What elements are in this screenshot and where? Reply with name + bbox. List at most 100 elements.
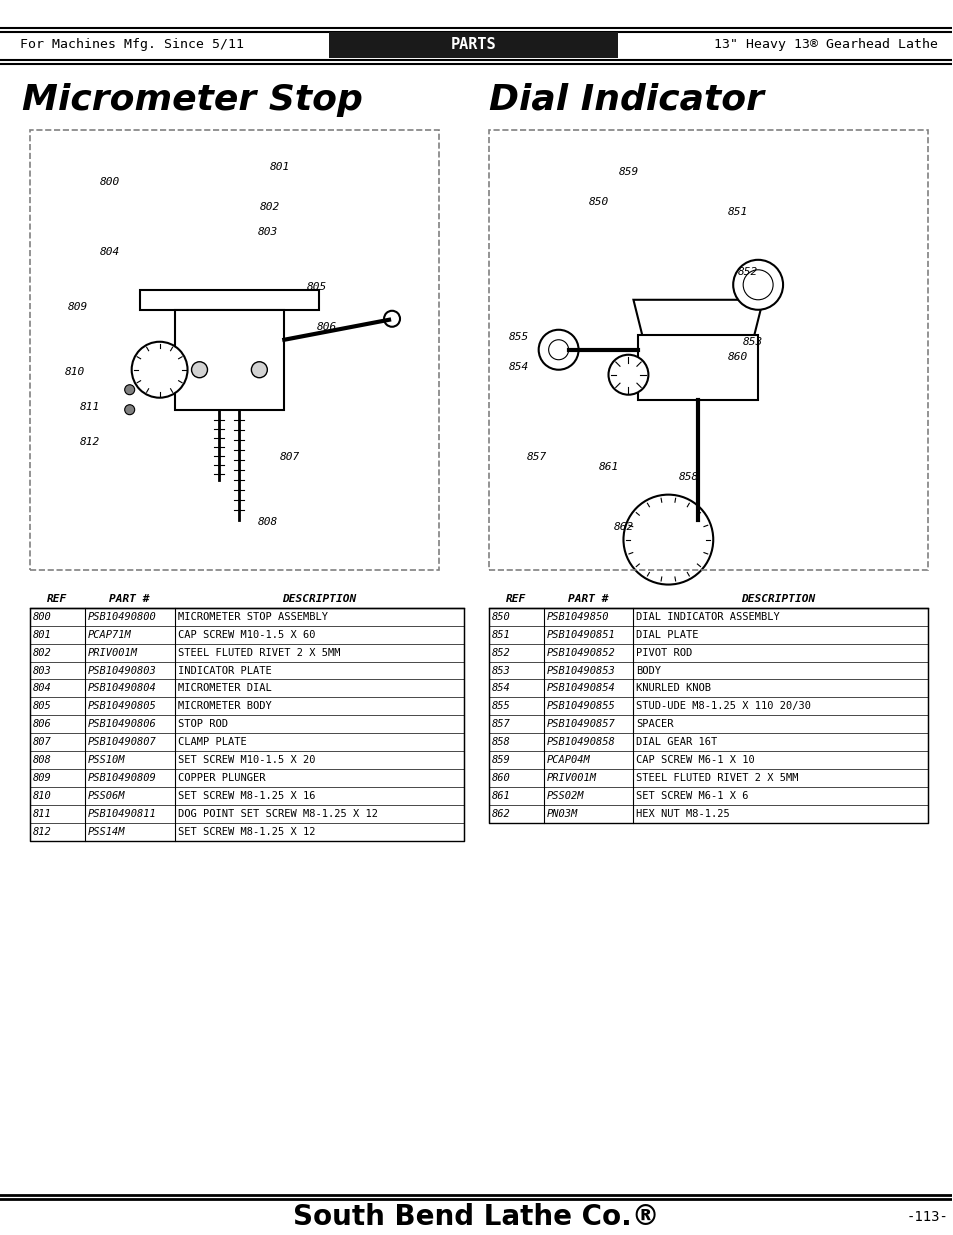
Circle shape [192, 362, 207, 378]
Text: 859: 859 [492, 756, 510, 766]
Circle shape [623, 495, 713, 584]
Text: PSS02M: PSS02M [546, 792, 583, 802]
Text: PSB10490811: PSB10490811 [88, 809, 156, 819]
Text: 853: 853 [492, 666, 510, 676]
Text: 852: 852 [492, 647, 510, 657]
Text: -113-: -113- [906, 1210, 947, 1224]
Polygon shape [139, 290, 319, 310]
Text: 812: 812 [80, 437, 100, 447]
Text: CAP SCREW M10-1.5 X 60: CAP SCREW M10-1.5 X 60 [177, 630, 314, 640]
Circle shape [538, 330, 578, 369]
Bar [329, 32, 618, 58]
Text: 858: 858 [492, 737, 510, 747]
Text: 805: 805 [307, 282, 327, 291]
Text: 803: 803 [33, 666, 51, 676]
Circle shape [132, 342, 188, 398]
Text: 13" Heavy 13® Gearhead Lathe: 13" Heavy 13® Gearhead Lathe [713, 38, 937, 52]
Text: For Machines Mfg. Since 5/11: For Machines Mfg. Since 5/11 [20, 38, 244, 52]
Text: STUD-UDE M8-1.25 X 110 20/30: STUD-UDE M8-1.25 X 110 20/30 [636, 701, 811, 711]
Text: DIAL PLATE: DIAL PLATE [636, 630, 699, 640]
Text: 862: 862 [492, 809, 510, 819]
Polygon shape [633, 300, 762, 340]
Text: 802: 802 [33, 647, 51, 657]
Circle shape [125, 385, 134, 395]
Text: 854: 854 [492, 683, 510, 694]
Text: 800: 800 [100, 177, 120, 186]
Text: 806: 806 [33, 720, 51, 730]
Text: PSB10490857: PSB10490857 [546, 720, 615, 730]
Text: PSB10490858: PSB10490858 [546, 737, 615, 747]
Text: PSB10490807: PSB10490807 [88, 737, 156, 747]
Text: 852: 852 [738, 267, 758, 277]
Text: PSS06M: PSS06M [88, 792, 125, 802]
Text: 810: 810 [65, 367, 85, 377]
Text: 802: 802 [259, 201, 279, 212]
Text: 801: 801 [269, 162, 290, 172]
Circle shape [608, 354, 648, 395]
Text: PRIV001M: PRIV001M [546, 773, 596, 783]
Text: PSB10490805: PSB10490805 [88, 701, 156, 711]
Text: SET SCREW M10-1.5 X 20: SET SCREW M10-1.5 X 20 [177, 756, 314, 766]
Text: BODY: BODY [636, 666, 660, 676]
Text: SET SCREW M6-1 X 6: SET SCREW M6-1 X 6 [636, 792, 748, 802]
Text: 811: 811 [33, 809, 51, 819]
Text: PART #: PART # [110, 594, 150, 604]
Text: CLAMP PLATE: CLAMP PLATE [177, 737, 246, 747]
Polygon shape [174, 310, 284, 410]
Text: 800: 800 [33, 611, 51, 621]
Text: PCAP71M: PCAP71M [88, 630, 132, 640]
Text: PN03M: PN03M [546, 809, 578, 819]
Text: 860: 860 [727, 352, 748, 362]
Bar [638, 335, 758, 400]
Text: CAP SCREW M6-1 X 10: CAP SCREW M6-1 X 10 [636, 756, 755, 766]
Text: 810: 810 [33, 792, 51, 802]
Circle shape [384, 311, 399, 327]
Text: PSB10490854: PSB10490854 [546, 683, 615, 694]
Text: DOG POINT SET SCREW M8-1.25 X 12: DOG POINT SET SCREW M8-1.25 X 12 [177, 809, 377, 819]
Text: 803: 803 [257, 227, 277, 237]
Text: COPPER PLUNGER: COPPER PLUNGER [177, 773, 265, 783]
Text: SPACER: SPACER [636, 720, 673, 730]
Text: DESCRIPTION: DESCRIPTION [282, 594, 356, 604]
Text: PSB10490804: PSB10490804 [88, 683, 156, 694]
Text: DIAL GEAR 16T: DIAL GEAR 16T [636, 737, 717, 747]
Text: 861: 861 [598, 462, 618, 472]
Text: DESCRIPTION: DESCRIPTION [740, 594, 815, 604]
Text: PSB10490803: PSB10490803 [88, 666, 156, 676]
Text: PSB10490851: PSB10490851 [546, 630, 615, 640]
Bar [30, 608, 463, 841]
Text: STOP ROD: STOP ROD [177, 720, 228, 730]
Text: MICROMETER STOP ASSEMBLY: MICROMETER STOP ASSEMBLY [177, 611, 327, 621]
Text: REF: REF [47, 594, 67, 604]
Text: 808: 808 [33, 756, 51, 766]
Text: PSB10490852: PSB10490852 [546, 647, 615, 657]
Text: MICROMETER DIAL: MICROMETER DIAL [177, 683, 271, 694]
Text: 855: 855 [492, 701, 510, 711]
Text: PSB10490853: PSB10490853 [546, 666, 615, 676]
Text: INDICATOR PLATE: INDICATOR PLATE [177, 666, 271, 676]
Text: 804: 804 [100, 247, 120, 257]
Text: 851: 851 [727, 206, 748, 217]
Bar [488, 608, 926, 824]
Text: SET SCREW M8-1.25 X 12: SET SCREW M8-1.25 X 12 [177, 827, 314, 837]
Circle shape [125, 405, 134, 415]
Text: 850: 850 [492, 611, 510, 621]
Text: PSS10M: PSS10M [88, 756, 125, 766]
Text: STEEL FLUTED RIVET 2 X 5MM: STEEL FLUTED RIVET 2 X 5MM [636, 773, 798, 783]
Text: 861: 861 [492, 792, 510, 802]
Text: PSB10490800: PSB10490800 [88, 611, 156, 621]
Text: Micrometer Stop: Micrometer Stop [22, 83, 362, 117]
Text: 850: 850 [588, 196, 608, 206]
Circle shape [733, 259, 782, 310]
Text: DIAL INDICATOR ASSEMBLY: DIAL INDICATOR ASSEMBLY [636, 611, 780, 621]
Text: 805: 805 [33, 701, 51, 711]
Circle shape [252, 362, 267, 378]
Text: SET SCREW M8-1.25 X 16: SET SCREW M8-1.25 X 16 [177, 792, 314, 802]
Text: REF: REF [505, 594, 525, 604]
Text: PRIV001M: PRIV001M [88, 647, 137, 657]
Text: 858: 858 [678, 472, 698, 482]
Text: Dial Indicator: Dial Indicator [488, 83, 763, 117]
Text: 808: 808 [257, 516, 277, 526]
Text: 806: 806 [317, 322, 337, 332]
Text: PSB1049850: PSB1049850 [546, 611, 609, 621]
